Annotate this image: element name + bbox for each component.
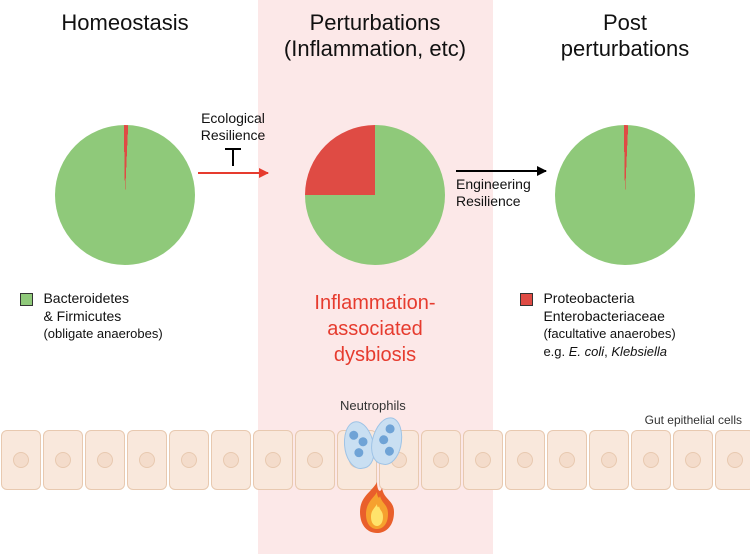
legend-bad: Proteobacteria Enterobacteriaceae (facul… — [500, 290, 750, 368]
legend-line: Proteobacteria — [543, 290, 634, 306]
neutrophil-cell — [367, 414, 406, 467]
legend-swatch-bad — [520, 293, 533, 306]
pie-homeostasis — [55, 125, 195, 265]
epithelial-cell — [211, 430, 251, 490]
arrow-label: Engineering — [456, 176, 531, 193]
arrow-icon — [456, 170, 546, 172]
epithelial-cell — [127, 430, 167, 490]
legend-text: Proteobacteria Enterobacteriaceae (facul… — [543, 290, 675, 360]
legend-sub: (obligate anaerobes) — [43, 326, 162, 341]
title-text: Homeostasis — [0, 10, 250, 36]
ecological-resilience-annotation: Ecological Resilience — [198, 110, 268, 174]
arrow-icon — [198, 172, 268, 174]
title-post-perturbations: Post perturbations — [500, 10, 750, 63]
dys-line: associated — [327, 318, 423, 340]
epithelial-cell — [169, 430, 209, 490]
pie-perturbation — [305, 125, 445, 265]
title-text: Perturbations — [250, 10, 500, 36]
epithelial-cell — [631, 430, 671, 490]
title-text: perturbations — [500, 36, 750, 62]
legend-line: Enterobacteriaceae — [543, 308, 664, 324]
epithelial-cell — [547, 430, 587, 490]
arrow-label: Resilience — [456, 193, 521, 210]
arrow-label: Resilience — [201, 127, 266, 144]
eg-item: E. coli — [569, 344, 604, 359]
legend-row: Bacteroidetes & Firmicutes (obligate ana… — [0, 290, 750, 368]
epithelial-cell — [463, 430, 503, 490]
epithelial-cell — [421, 430, 461, 490]
neutrophils-label: Neutrophils — [340, 398, 406, 413]
epithelial-cell — [673, 430, 713, 490]
legend-dysbiosis: Inflammation- associated dysbiosis — [250, 290, 500, 368]
title-text: (Inflammation, etc) — [250, 36, 500, 62]
epithelial-cell — [253, 430, 293, 490]
title-perturbations: Perturbations (Inflammation, etc) — [250, 10, 500, 63]
eg-item: Klebsiella — [611, 344, 667, 359]
column-titles: Homeostasis Perturbations (Inflammation,… — [0, 10, 750, 63]
gut-epithelial-label: Gut epithelial cells — [645, 413, 742, 427]
pie-post — [555, 125, 695, 265]
legend-line: & Firmicutes — [43, 308, 121, 324]
inhibition-icon — [226, 148, 240, 170]
dysbiosis-label: Inflammation- associated dysbiosis — [270, 290, 480, 368]
epithelial-cell — [295, 430, 335, 490]
dys-line: dysbiosis — [334, 344, 416, 366]
title-homeostasis: Homeostasis — [0, 10, 250, 63]
epithelial-cell — [589, 430, 629, 490]
pie-row — [0, 120, 750, 270]
epithelial-cell — [715, 430, 750, 490]
legend-text: Bacteroidetes & Firmicutes (obligate ana… — [43, 290, 162, 343]
legend-sub: (facultative anaerobes) — [543, 326, 675, 341]
legend-good: Bacteroidetes & Firmicutes (obligate ana… — [0, 290, 250, 368]
epithelial-cell — [505, 430, 545, 490]
legend-line: Bacteroidetes — [43, 290, 129, 306]
title-text: Post — [500, 10, 750, 36]
eg-prefix: e.g. — [543, 344, 568, 359]
dys-line: Inflammation- — [314, 292, 435, 314]
legend-eg: e.g. E. coli, Klebsiella — [543, 344, 667, 359]
engineering-resilience-annotation: Engineering Resilience — [456, 170, 546, 210]
epithelial-cell — [1, 430, 41, 490]
flame-icon — [352, 480, 402, 535]
epithelial-cell — [85, 430, 125, 490]
arrow-label: Ecological — [201, 110, 265, 127]
epithelial-cell — [43, 430, 83, 490]
legend-swatch-good — [20, 293, 33, 306]
